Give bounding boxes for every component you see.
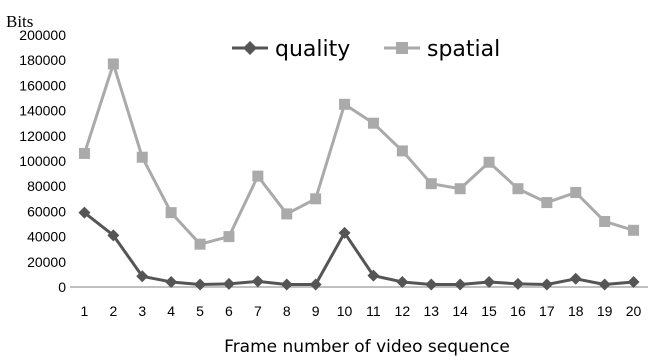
data-point-spatial	[367, 117, 379, 129]
x-tick-label: 11	[366, 303, 381, 319]
y-tick-label: 180000	[19, 52, 66, 68]
data-point-quality	[425, 278, 438, 291]
x-tick-label: 18	[568, 303, 584, 319]
legend-swatch-marker	[396, 42, 408, 54]
data-point-spatial	[165, 207, 177, 219]
data-point-quality	[136, 270, 149, 283]
data-point-spatial	[310, 193, 322, 205]
data-point-quality	[165, 275, 178, 288]
legend-label: spatial	[427, 37, 500, 62]
x-tick-label: 20	[626, 303, 642, 319]
data-point-quality	[598, 278, 611, 291]
x-tick-label: 4	[167, 303, 175, 319]
data-point-spatial	[425, 178, 437, 190]
legend-item-spatial: spatial	[384, 37, 500, 62]
x-tick-label: 14	[452, 303, 468, 319]
data-point-spatial	[339, 98, 351, 110]
x-tick-label: 3	[138, 303, 146, 319]
legend-swatch-marker	[243, 41, 257, 55]
data-point-spatial	[223, 231, 235, 243]
x-tick-label: 13	[423, 303, 439, 319]
y-tick-label: 80000	[27, 178, 66, 194]
data-point-quality	[627, 275, 640, 288]
data-point-quality	[280, 278, 293, 291]
data-point-quality	[569, 272, 582, 285]
data-point-quality	[454, 278, 467, 291]
y-tick-label: 60000	[27, 203, 66, 219]
data-point-quality	[367, 269, 380, 282]
data-point-quality	[396, 275, 409, 288]
data-point-quality	[511, 277, 524, 290]
y-axis-label: Bits	[6, 12, 33, 31]
y-tick-label: 40000	[27, 229, 66, 245]
data-point-quality	[309, 278, 322, 291]
y-tick-label: 140000	[19, 103, 66, 119]
series-spatial	[78, 58, 640, 250]
data-point-spatial	[599, 215, 611, 227]
data-point-spatial	[628, 224, 640, 236]
data-point-quality	[483, 275, 496, 288]
y-tick-label: 200000	[19, 27, 66, 43]
data-point-spatial	[78, 147, 90, 159]
y-tick-label: 100000	[19, 153, 66, 169]
data-point-spatial	[512, 183, 524, 195]
x-tick-label: 15	[481, 303, 497, 319]
x-tick-label: 7	[254, 303, 262, 319]
data-point-spatial	[570, 187, 582, 198]
x-tick-label: 6	[225, 303, 233, 319]
data-point-quality	[107, 229, 120, 242]
series-line-quality	[83, 211, 634, 286]
data-point-quality	[194, 278, 207, 291]
data-point-spatial	[483, 156, 495, 168]
data-point-spatial	[454, 183, 466, 195]
x-tick-label: 9	[312, 303, 320, 319]
data-point-spatial	[281, 208, 293, 220]
data-point-quality	[222, 277, 235, 290]
y-tick-label: 120000	[19, 128, 66, 144]
data-point-spatial	[194, 238, 206, 250]
legend-item-quality: quality	[232, 37, 350, 62]
data-point-quality	[251, 275, 264, 288]
y-tick-label: 160000	[19, 77, 66, 93]
legend: quality spatial	[232, 37, 500, 62]
x-axis-label: Frame number of video sequence	[224, 337, 510, 356]
x-axis-ticks: 1 2 3 4 5 6 7 8 9 10 11 12 13 14 15 16 17 18 19 20	[81, 303, 642, 319]
x-tick-label: 10	[337, 303, 353, 319]
x-tick-label: 16	[510, 303, 526, 319]
x-tick-label: 1	[81, 303, 89, 319]
x-tick-label: 17	[539, 303, 555, 319]
data-point-quality	[540, 278, 553, 291]
x-tick-label: 5	[196, 303, 204, 319]
data-point-spatial	[136, 151, 148, 163]
y-axis-ticks: 0 20000 40000 60000 80000 100000 120000 140000 1…	[19, 27, 66, 295]
y-tick-label: 20000	[27, 254, 66, 270]
y-tick-label: 0	[58, 279, 66, 295]
data-point-spatial	[541, 197, 553, 209]
x-tick-label: 12	[395, 303, 411, 319]
legend-label: quality	[275, 37, 350, 62]
data-point-quality	[338, 226, 351, 239]
series-layer	[78, 58, 640, 291]
series-quality	[78, 206, 640, 291]
data-point-spatial	[252, 170, 264, 182]
data-point-quality	[78, 206, 91, 219]
data-point-spatial	[396, 145, 408, 157]
x-tick-label: 19	[597, 303, 613, 319]
data-point-spatial	[107, 58, 119, 70]
x-tick-label: 8	[283, 303, 291, 319]
x-tick-label: 2	[109, 303, 117, 319]
